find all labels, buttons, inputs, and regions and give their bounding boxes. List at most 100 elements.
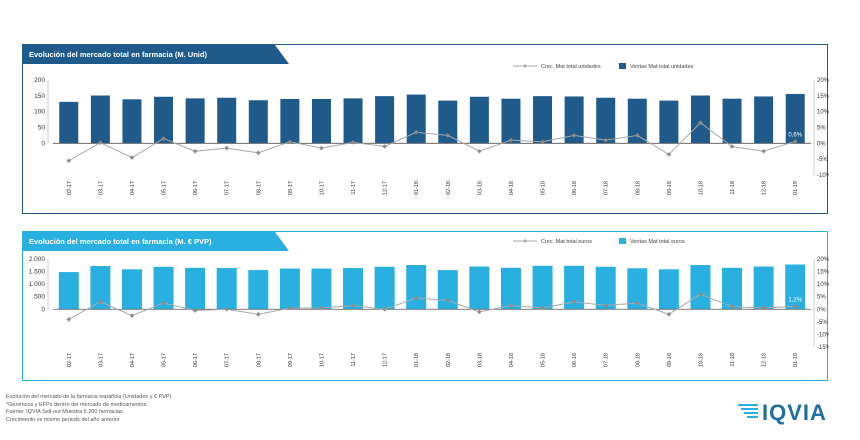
footnote-line: *Genéricos y EFPs dentro del mercado de …: [6, 401, 147, 408]
y-tick-right: -5%: [817, 320, 828, 326]
growth-point: [255, 312, 261, 317]
bar: [343, 98, 363, 144]
growth-point: [350, 140, 356, 145]
x-tick-label: 03-17: [98, 353, 104, 367]
x-tick-label: 07-18: [604, 181, 610, 195]
x-tick-label: 07-17: [225, 181, 231, 195]
y-tick-right: 0%: [817, 141, 826, 147]
x-tick-label: 08-17: [256, 353, 262, 367]
growth-point: [66, 317, 72, 322]
growth-point: [729, 144, 735, 149]
bar: [722, 267, 743, 310]
y-tick-right: 5%: [817, 126, 826, 132]
growth-point: [224, 145, 230, 151]
y-tick-left: 0: [41, 306, 45, 313]
growth-point: [129, 313, 135, 318]
x-tick-label: 12-17: [383, 181, 389, 195]
bar: [58, 272, 79, 310]
x-tick-label: 06-17: [193, 353, 199, 367]
bar: [406, 265, 427, 310]
y-tick-left: 1.500: [29, 269, 46, 276]
bar: [185, 267, 206, 310]
legend-bar-swatch: [619, 63, 626, 69]
x-tick-label: 09-18: [667, 353, 673, 367]
growth-line: [68, 293, 796, 320]
x-tick-label: 02-18: [446, 181, 452, 195]
y-tick-left: 50: [38, 125, 46, 132]
footnotes: Evolución del mercado de la farmacia esp…: [6, 394, 171, 424]
growth-point: [477, 148, 482, 154]
growth-line: [68, 122, 796, 162]
legend-bar-swatch: [619, 238, 626, 244]
x-tick-label: 03-18: [477, 181, 483, 195]
y-tick-left: 1.000: [29, 281, 46, 288]
x-tick-label: 06-18: [572, 181, 578, 195]
bar: [754, 96, 774, 144]
y-tick-left: 0: [41, 140, 45, 147]
x-tick-label: 09-17: [288, 181, 294, 195]
x-tick-label: 12-18: [762, 181, 768, 195]
y-tick-right: 15%: [817, 94, 829, 100]
x-tick-label: 10-17: [319, 181, 325, 195]
x-tick-label: 08-18: [635, 353, 641, 367]
growth-point: [319, 305, 324, 311]
bar: [690, 265, 711, 310]
growth-point: [666, 152, 672, 157]
bar: [627, 98, 647, 144]
growth-point: [192, 148, 198, 154]
chart-legend: Crec. Mat total euros Ventas Mat total eu…: [513, 238, 685, 245]
growth-point: [98, 299, 103, 305]
bar: [627, 268, 648, 310]
x-tick-label: 02-17: [67, 181, 73, 195]
bar: [785, 264, 806, 310]
growth-point: [634, 300, 640, 306]
chart-legend: Crec. Mat total unidades Ventas Mat total…: [513, 63, 694, 70]
units-chart-title: Evolución del mercado total en farmacia …: [23, 45, 289, 64]
x-tick-label: 10-18: [698, 181, 704, 195]
bar: [121, 269, 142, 310]
x-tick-label: 01-19: [793, 353, 799, 367]
growth-point: [571, 299, 577, 305]
bar: [437, 270, 458, 310]
x-tick-label: 07-17: [225, 353, 231, 367]
bar: [185, 98, 205, 144]
y-tick-left: 500: [34, 294, 45, 301]
x-tick-label: 11-18: [730, 181, 736, 195]
bar: [343, 268, 364, 310]
y-tick-left: 150: [34, 93, 45, 100]
growth-point: [319, 145, 324, 151]
x-tick-label: 01-18: [414, 181, 420, 195]
legend-line-label: Crec. Mat total unidades: [541, 64, 601, 70]
bar: [722, 98, 742, 144]
last-growth-label: 1,2%: [788, 297, 802, 303]
growth-point: [445, 298, 451, 303]
euros-chart-panel: Evolución del mercado total en farmacia …: [22, 231, 829, 381]
bar: [279, 268, 300, 310]
x-tick-label: 02-17: [67, 353, 73, 367]
growth-point: [698, 120, 703, 126]
growth-point: [413, 129, 419, 135]
y-tick-right: 10%: [817, 110, 829, 116]
bar: [248, 100, 268, 144]
growth-point: [729, 304, 735, 310]
bar: [500, 267, 521, 310]
bar: [311, 268, 332, 310]
x-tick-label: 12-17: [383, 353, 389, 367]
bar: [658, 269, 679, 310]
x-tick-label: 04-18: [509, 181, 515, 195]
bar: [122, 99, 142, 144]
legend-bar-label: Ventas Mat total unidades: [630, 64, 694, 70]
y-tick-left: 200: [34, 77, 45, 84]
growth-point: [382, 144, 387, 149]
y-tick-right: 5%: [817, 295, 826, 301]
growth-point: [540, 139, 545, 145]
growth-point: [603, 303, 609, 308]
x-tick-label: 05-18: [541, 353, 547, 367]
growth-point: [129, 155, 135, 160]
y-tick-right: 15%: [817, 270, 829, 276]
x-tick-label: 09-17: [288, 353, 294, 367]
bar: [595, 266, 616, 310]
y-tick-right: -15%: [817, 345, 829, 351]
bar: [311, 99, 331, 144]
bar: [216, 268, 237, 310]
